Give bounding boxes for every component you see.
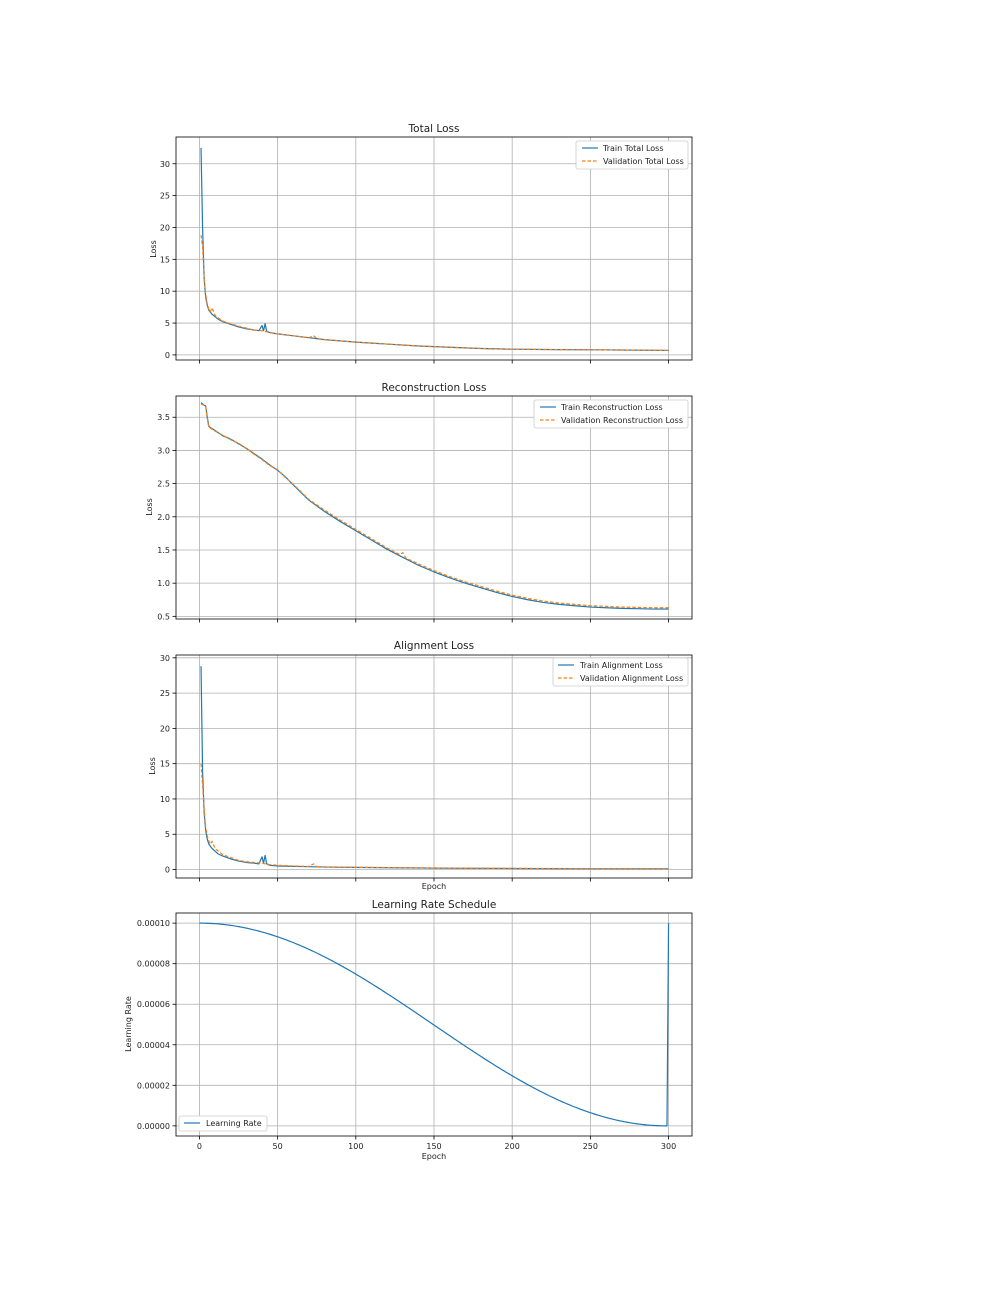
reconstruction-loss-ytick-label: 3.5 xyxy=(157,413,170,422)
alignment-loss-series-train-line xyxy=(200,666,669,870)
alignment-loss-legend-box xyxy=(552,657,689,687)
reconstruction-loss-ytick-label: 3.0 xyxy=(157,446,170,455)
total-loss-ytick-label: 0 xyxy=(165,351,170,360)
total-loss-series-validation-line xyxy=(200,235,669,351)
learning-rate-ytick-label: 0.00006 xyxy=(137,1000,170,1009)
reconstruction-loss-ytick-label: 0.5 xyxy=(157,612,170,621)
total-loss-plot-area xyxy=(175,136,693,361)
total-loss-ytick-label: 10 xyxy=(160,287,170,296)
learning-rate-xlabel: Epoch xyxy=(422,1152,447,1161)
alignment-loss-title: Alignment Loss xyxy=(394,640,474,652)
legend-val-total-label: Validation Total Loss xyxy=(603,157,684,166)
learning-rate-title: Learning Rate Schedule xyxy=(372,899,497,911)
alignment-loss-ytick-label: 0 xyxy=(165,866,170,875)
alignment-loss-series-validation-line xyxy=(200,763,669,870)
learning-rate-series-train-line xyxy=(199,922,670,1127)
alignment-loss-legend: Train Alignment Loss Validation Alignmen… xyxy=(552,657,689,687)
reconstruction-loss-title: Reconstruction Loss xyxy=(382,382,487,394)
total-loss-title: Total Loss xyxy=(408,123,460,135)
legend-train-total-label: Train Total Loss xyxy=(602,144,664,153)
reconstruction-loss-ytick-label: 1.5 xyxy=(157,546,170,555)
legend-val-align-label: Validation Alignment Loss xyxy=(580,674,683,683)
reconstruction-loss-ytick-label: 2.0 xyxy=(157,513,170,522)
total-loss-panel: Total Loss Loss 0 5 10 15 20 25 30 Train Total… xyxy=(149,123,693,364)
learning-rate-ytick-label: 0.00000 xyxy=(137,1122,170,1131)
alignment-loss-plot-area xyxy=(175,654,693,879)
reconstruction-loss-series-validation-line xyxy=(200,403,669,609)
learning-rate-xtick-label: 200 xyxy=(505,1142,520,1151)
reconstruction-loss-legend: Train Reconstruction Loss Validation Rec… xyxy=(533,399,689,429)
alignment-loss-ytick-label: 30 xyxy=(160,654,170,663)
learning-rate-xtick-label: 250 xyxy=(583,1142,598,1151)
legend-train-recon-label: Train Reconstruction Loss xyxy=(560,403,663,412)
learning-rate-xtick-label: 0 xyxy=(197,1142,202,1151)
learning-rate-ylabel: Learning Rate xyxy=(124,996,133,1052)
reconstruction-loss-ylabel: Loss xyxy=(145,498,154,516)
learning-rate-legend-box xyxy=(178,1115,268,1132)
learning-rate-xtick-label: 50 xyxy=(273,1142,283,1151)
alignment-loss-ytick-label: 25 xyxy=(160,689,170,698)
alignment-loss-ytick-label: 15 xyxy=(160,760,170,769)
legend-learning-rate-label: Learning Rate xyxy=(206,1119,262,1128)
total-loss-legend-box xyxy=(575,140,689,170)
learning-rate-panel: Learning Rate Schedule Learning Rate 0 50… xyxy=(124,899,693,1161)
learning-rate-xtick-label: 300 xyxy=(661,1142,676,1151)
total-loss-ytick-label: 30 xyxy=(160,160,170,169)
total-loss-legend: Train Total Loss Validation Total Loss xyxy=(575,140,689,170)
learning-rate-xtick-label: 150 xyxy=(426,1142,441,1151)
alignment-loss-ytick-label: 20 xyxy=(160,724,170,733)
total-loss-ytick-label: 20 xyxy=(160,223,170,232)
learning-rate-ytick-label: 0.00010 xyxy=(137,919,170,928)
learning-rate-ytick-label: 0.00008 xyxy=(137,960,170,969)
reconstruction-loss-legend-box xyxy=(533,399,689,429)
alignment-loss-ylabel: Loss xyxy=(148,757,157,775)
legend-train-align-label: Train Alignment Loss xyxy=(579,661,663,670)
reconstruction-loss-ytick-label: 2.5 xyxy=(157,480,170,489)
learning-rate-plot-area xyxy=(175,912,693,1137)
total-loss-ylabel: Loss xyxy=(149,240,158,258)
alignment-loss-ytick-label: 10 xyxy=(160,795,170,804)
total-loss-ytick-label: 15 xyxy=(160,255,170,264)
learning-rate-ytick-label: 0.00004 xyxy=(137,1041,170,1050)
legend-val-recon-label: Validation Reconstruction Loss xyxy=(561,416,683,425)
reconstruction-loss-ytick-label: 1.0 xyxy=(157,579,170,588)
alignment-loss-xlabel: Epoch xyxy=(422,882,447,891)
total-loss-ytick-label: 25 xyxy=(160,192,170,201)
reconstruction-loss-plot-area xyxy=(175,395,693,620)
reconstruction-loss-series-train-line xyxy=(200,402,669,610)
learning-rate-legend: Learning Rate xyxy=(178,1115,268,1132)
alignment-loss-ytick-label: 5 xyxy=(165,830,170,839)
total-loss-series-train-line xyxy=(200,147,669,352)
total-loss-ytick-label: 5 xyxy=(165,319,170,328)
learning-rate-xtick-label: 100 xyxy=(348,1142,363,1151)
learning-rate-ytick-label: 0.00002 xyxy=(137,1081,170,1090)
reconstruction-loss-panel: Reconstruction Loss Loss 0.5 1.0 1.5 2.0 2.5… xyxy=(145,382,693,623)
alignment-loss-panel: Alignment Loss Loss 0 5 10 15 20 25 30 Epoch T… xyxy=(148,640,693,891)
